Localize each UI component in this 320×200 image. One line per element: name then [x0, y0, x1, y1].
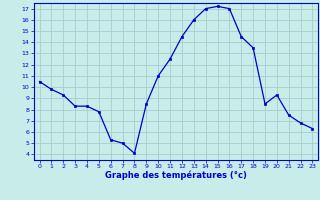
- X-axis label: Graphe des températures (°c): Graphe des températures (°c): [105, 171, 247, 180]
